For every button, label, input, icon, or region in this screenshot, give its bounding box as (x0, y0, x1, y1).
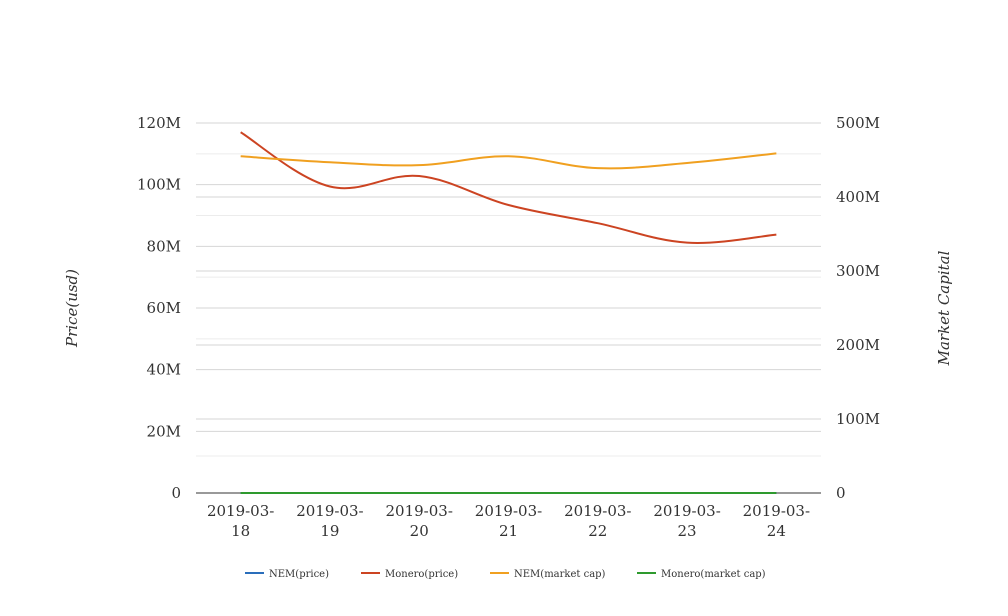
x-tick-label: 2019-03-22 (564, 502, 631, 540)
x-tick-label: 2019-03-23 (653, 502, 720, 540)
left-tick-label: 0 (171, 484, 181, 502)
left-axis-title: Price(usd) (63, 269, 81, 348)
left-tick-label: 100M (137, 176, 181, 194)
legend-label: NEM(market cap) (514, 569, 606, 580)
left-tick-label: 60M (147, 299, 181, 317)
left-tick-label: 40M (147, 361, 181, 379)
legend-label: Monero(market cap) (661, 569, 766, 580)
series-line-monero-price (240, 131, 777, 244)
legend-item[interactable]: Monero(market cap) (637, 569, 766, 580)
legend-label: NEM(price) (269, 569, 329, 580)
right-tick-label: 100M (836, 410, 880, 428)
left-axis-ticks: 0 20M 40M 60M 80M 100M 120M (137, 114, 181, 502)
x-tick-label: 2019-03-21 (475, 502, 542, 540)
legend-item[interactable]: Monero(price) (361, 569, 458, 580)
legend-label: Monero(price) (385, 569, 458, 580)
right-tick-label: 500M (836, 114, 880, 132)
legend: NEM(price) Monero(price) NEM(market cap) Mo… (245, 569, 766, 580)
series-lines (240, 131, 777, 495)
right-tick-label: 300M (836, 262, 880, 280)
right-tick-label: 0 (836, 484, 846, 502)
right-tick-label: 200M (836, 336, 880, 354)
x-axis-ticks: 2019-03-18 2019-03-19 2019-03-20 2019-03-21… (207, 502, 810, 540)
series-line-nem-market-cap (240, 152, 777, 170)
gridlines (196, 122, 821, 494)
right-axis-title: Market Capital (935, 250, 953, 366)
x-tick-label: 2019-03-24 (743, 502, 810, 540)
left-tick-label: 80M (147, 237, 181, 255)
right-axis-ticks: 0 100M 200M 300M 400M 500M (836, 114, 880, 502)
legend-item[interactable]: NEM(market cap) (490, 569, 606, 580)
left-tick-label: 20M (147, 422, 181, 440)
legend-item[interactable]: NEM(price) (245, 569, 329, 580)
right-tick-label: 400M (836, 188, 880, 206)
left-tick-label: 120M (137, 114, 181, 132)
x-tick-label: 2019-03-20 (386, 502, 453, 540)
x-tick-label: 2019-03-19 (296, 502, 363, 540)
x-tick-label: 2019-03-18 (207, 502, 274, 540)
